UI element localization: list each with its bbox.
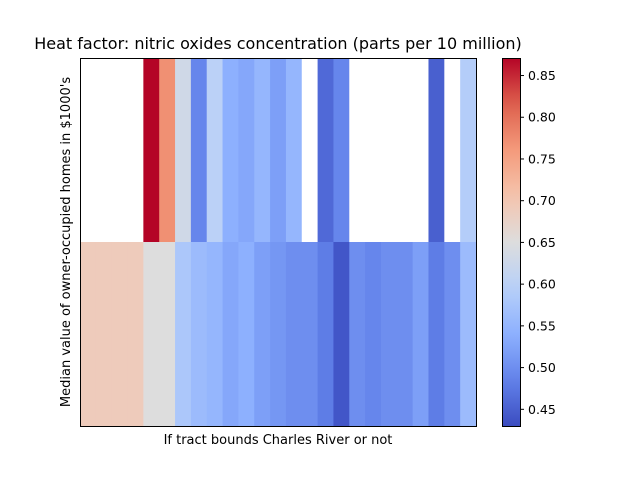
- heatmap-cell: [317, 242, 335, 427]
- x-axis-label: If tract bounds Charles River or not: [164, 433, 393, 448]
- heatmap-cell: [127, 242, 144, 427]
- heatmap-cell: [380, 242, 398, 427]
- heatmap-cell: [380, 58, 398, 243]
- colorbar-ticks: 0.45 0.50 0.55 0.60 0.65 0.70 0.75 0.80 0.85: [520, 68, 556, 417]
- heatmap-cell: [285, 58, 303, 243]
- heatmap-cell: [111, 242, 129, 427]
- heatmap-cell: [95, 242, 113, 427]
- heatmap-cell: [317, 58, 335, 243]
- colorbar-tick-label: 0.85: [528, 68, 556, 83]
- heatmap-cell: [159, 58, 176, 243]
- heatmap-cell: [349, 242, 366, 427]
- heatmap-cell: [333, 242, 350, 427]
- heatmap-cell: [270, 58, 287, 243]
- heatmap-cell: [175, 58, 192, 243]
- heatmap-cell: [444, 242, 461, 427]
- colorbar-tick-label: 0.75: [528, 151, 556, 166]
- heatmap-cell: [190, 242, 208, 427]
- heatmap-cell: [365, 242, 382, 427]
- heatmap-cell: [396, 242, 414, 427]
- heatmap-cell: [127, 58, 144, 243]
- heatmap-cell: [396, 58, 414, 243]
- heatmap-cell: [301, 58, 319, 243]
- heatmap-cell: [190, 58, 208, 243]
- heatmap-cell: [80, 242, 97, 427]
- colorbar-tick-label: 0.65: [528, 235, 556, 250]
- colorbar-tick-label: 0.60: [528, 277, 556, 292]
- heatmap-cells: [80, 58, 477, 427]
- heatmap-cell: [444, 58, 461, 243]
- heatmap-cell: [285, 242, 303, 427]
- heatmap-cell: [428, 58, 445, 243]
- heatmap-cell: [238, 58, 255, 243]
- heatmap-cell: [222, 242, 239, 427]
- colorbar: 0.45 0.50 0.55 0.60 0.65 0.70 0.75 0.80 0.85: [502, 58, 556, 427]
- chart-title: Heat factor: nitric oxides concentration…: [34, 34, 522, 53]
- heatmap-cell: [333, 58, 350, 243]
- heatmap-cell: [254, 58, 271, 243]
- colorbar-tick-label: 0.55: [528, 318, 556, 333]
- heatmap-cell: [206, 58, 224, 243]
- heatmap-cell: [238, 242, 255, 427]
- heatmap-cell: [95, 58, 113, 243]
- heatmap-cell: [254, 242, 271, 427]
- heatmap-cell: [80, 58, 97, 243]
- heatmap-cell: [349, 58, 366, 243]
- heatmap-cell: [412, 58, 430, 243]
- heatmap-cell: [301, 242, 319, 427]
- colorbar-gradient: [502, 58, 520, 426]
- heatmap-cell: [270, 242, 287, 427]
- heatmap-cell: [222, 58, 239, 243]
- heatmap-cell: [460, 242, 477, 427]
- heatmap-cell: [428, 242, 445, 427]
- heatmap-cell: [143, 58, 160, 243]
- heatmap-cell: [460, 58, 477, 243]
- y-axis-label: Median value of owner-occupied homes in …: [59, 77, 74, 407]
- heatmap-cell: [143, 242, 160, 427]
- heatmap-cell: [206, 242, 224, 427]
- colorbar-tick-label: 0.80: [528, 110, 556, 125]
- colorbar-tick-label: 0.45: [528, 402, 556, 417]
- heatmap-cell: [175, 242, 192, 427]
- heatmap-cell: [111, 58, 129, 243]
- heatmap-cell: [412, 242, 430, 427]
- plot-frame: [80, 58, 477, 427]
- heatmap-cell: [365, 58, 382, 243]
- colorbar-tick-label: 0.50: [528, 360, 556, 375]
- heatmap-cell: [159, 242, 176, 427]
- colorbar-tick-label: 0.70: [528, 193, 556, 208]
